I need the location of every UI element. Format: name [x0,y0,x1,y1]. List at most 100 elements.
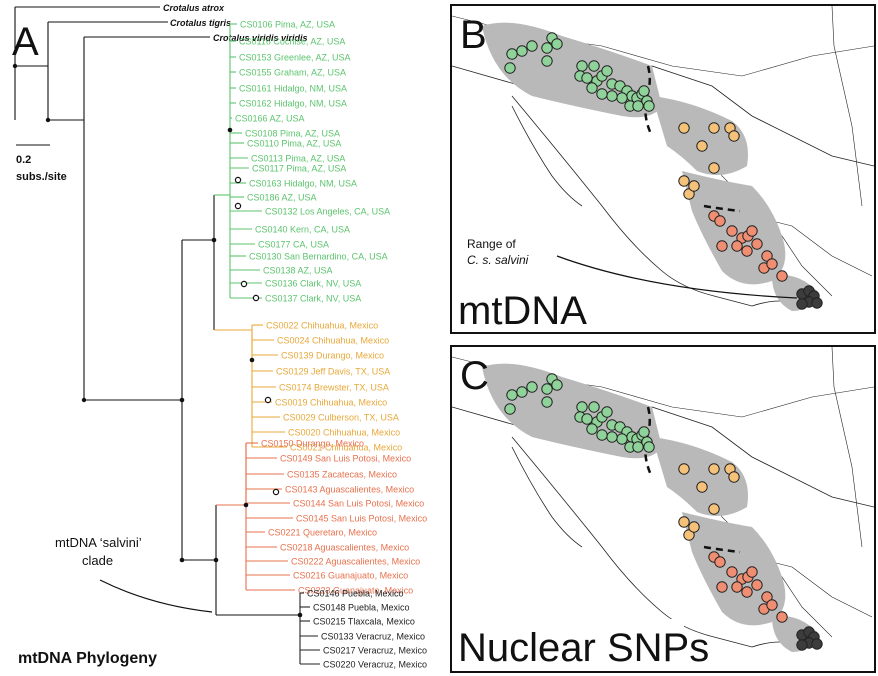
sample-point [714,215,726,227]
sample-point [708,503,720,515]
range-leader-line [556,255,798,299]
map-c-label: Nuclear SNPs [458,626,709,670]
sample-point [714,556,726,568]
salvini-clade-label-1: mtDNA ‘salvini’ [55,535,142,550]
sample-point [596,429,608,441]
sample-point [746,225,758,237]
tip-label: CS0022 Chihuahua, Mexico [266,321,378,331]
sample-point [741,245,753,257]
sample-point [601,406,613,418]
sample-point [551,38,563,50]
sample-point [526,381,538,393]
tip-label: CS0110 Pima, AZ, USA [247,139,341,149]
sample-point [588,401,600,413]
sample-point [616,433,628,445]
tree-node [227,127,233,133]
sample-point [746,566,758,578]
tip-label: CS0136 Clark, NV, USA [265,279,361,289]
tip-label: CS0161 Hidalgo, NM, USA [239,84,347,94]
range-area [652,437,748,516]
sample-point [581,413,593,425]
sample-point [731,581,743,593]
tip-label: CS0129 Jeff Davis, TX, USA [276,367,390,377]
sample-point [776,611,788,623]
tip-label: CS0143 Aguascalientes, Mexico [285,485,414,495]
tree-node-open [264,396,272,404]
sample-point [606,431,618,443]
scale-unit: subs./site [16,171,67,183]
scale-value: 0.2 [16,154,31,166]
map-panel-b: B Range of C. s. salvini mtDNA [450,4,876,334]
sample-point [751,238,763,250]
state-line [831,6,863,207]
sample-point [606,90,618,102]
outgroup-label: Crotalus atrox [163,3,225,13]
tree-node [179,397,185,403]
tip-label: CS0113 Pima, AZ, USA [251,154,345,164]
sample-point [601,65,613,77]
tip-label: CS0132 Los Angeles, CA, USA [265,207,390,217]
tip-label: CS0153 Greenlee, AZ, USA [239,53,351,63]
map-b-label: mtDNA [458,289,587,332]
tree-node [213,557,219,563]
tree-node [81,397,87,403]
map-panel-c: C Nuclear SNPs [450,345,876,673]
tree-node-open [252,294,260,302]
tip-label: CS0106 Pima, AZ, USA [240,20,335,30]
tree-node [297,612,303,618]
tree-node [12,63,18,69]
sample-point [643,100,655,112]
tree-node-open [272,488,280,496]
tip-label: CS0137 Clark, NV, USA [265,294,361,304]
sample-point [541,383,553,395]
tip-label: CS0220 Veracruz, Mexico [323,660,427,670]
salvini-leader-line [99,579,213,613]
sample-point [811,297,823,309]
baja-line [511,105,583,207]
sample-point [632,100,644,112]
tip-label: CS0116 Cochise, AZ, USA [239,37,345,47]
sample-point [726,225,738,237]
tip-label: CS0117 Pima, AZ, USA [252,164,346,174]
sample-point [726,566,738,578]
tip-label: CS0186 AZ, USA [247,193,317,203]
sample-point [708,463,720,475]
sample-point [504,403,516,415]
outgroup-label: Crotalus viridis viridis [213,33,308,43]
sample-point [766,599,778,611]
sample-point [716,240,728,252]
divide-line [703,204,741,213]
sample-point [696,481,708,493]
sample-point [776,270,788,282]
tip-label: CS0108 Pima, AZ, USA [245,129,340,139]
sample-point [586,423,598,435]
baja-line [511,446,583,548]
sample-point [588,60,600,72]
tip-label: CS0019 Chihuahua, Mexico [275,398,387,408]
tip-label: CS0135 Zacatecas, Mexico [287,470,397,480]
tip-label: CS0218 Aguascalientes, Mexico [280,543,409,553]
tip-label: CS0216 Guanajuato, Mexico [293,571,408,581]
sample-point [504,62,516,74]
state-line [831,347,863,548]
tree-node-open [240,280,248,288]
coast-line [511,436,803,648]
sample-point [688,180,700,192]
sample-point [678,175,690,187]
tip-label: CS0215 Tlaxcala, Mexico [313,617,415,627]
sample-point [761,591,773,603]
tip-label: CS0148 Puebla, Mexico [313,603,410,613]
sample-point [751,579,763,591]
tree-node [45,117,51,123]
tip-label: CS0133 Veracruz, Mexico [321,632,425,642]
sample-point [796,639,808,651]
tip-label: CS0138 AZ, USA [263,266,333,276]
sample-point [731,240,743,252]
sample-point [581,72,593,84]
sample-point [632,441,644,453]
sample-point [683,529,695,541]
sample-point [688,521,700,533]
sample-point [506,48,518,60]
sample-point [643,441,655,453]
sample-point [586,82,598,94]
